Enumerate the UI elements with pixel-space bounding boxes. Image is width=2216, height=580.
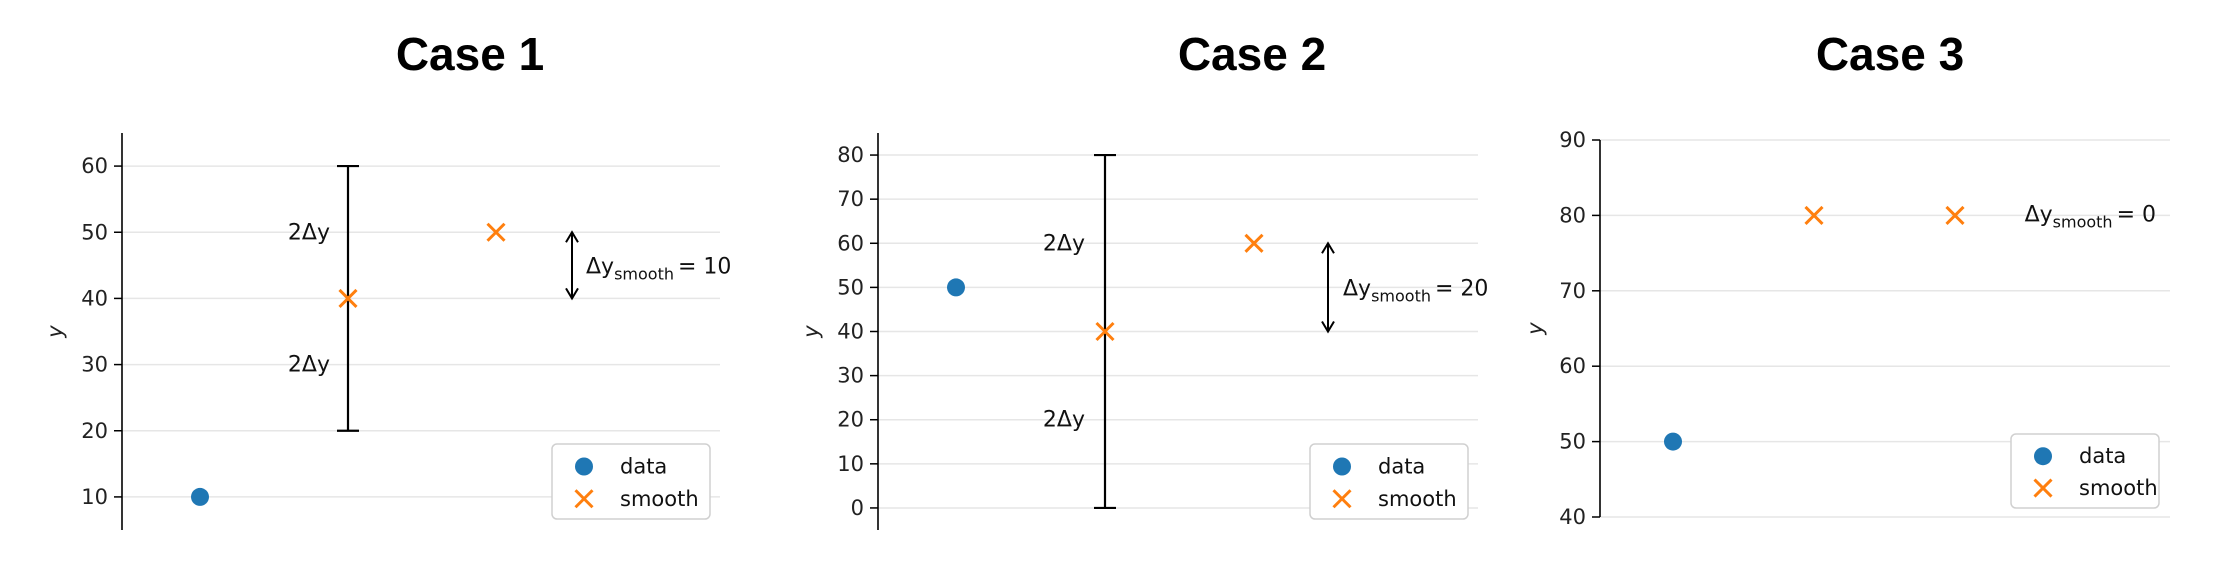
delta-arrow-head-bottom [565,287,579,301]
y-tick-label: 30 [837,364,864,388]
y-axis-label: y [43,325,67,339]
smooth-point [1945,205,1965,225]
errorbar-lower-label: 2Δy [1043,408,1085,433]
y-tick-label: 0 [851,496,864,520]
smooth-point [338,288,358,308]
legend: data smooth [551,443,711,520]
y-tick-label: 50 [81,220,108,244]
legend-label-smooth: smooth [2079,476,2158,500]
y-tick-label: 10 [81,485,108,509]
y-tick-label: 40 [837,320,864,344]
delta-label: Δysmooth = 10 [586,254,731,283]
delta-arrow-head-top [565,230,579,243]
subplot-2: Case 2 0 10 20 30 40 50 60 70 80 y 2Δy 2Δy Δysmooth = … [799,28,1488,530]
y-tick-label: 40 [81,286,108,310]
delta-label: Δysmooth = 0 [2025,202,2156,231]
y-tick-label: 20 [837,408,864,432]
delta-label: Δysmooth = 20 [1343,276,1488,305]
legend: data smooth [2010,433,2160,509]
errorbar-upper-label: 2Δy [1043,231,1085,256]
data-point [947,278,965,297]
errorbar-lower-label: 2Δy [288,353,330,378]
smooth-point-stroke [1804,205,1824,225]
y-tick-label: 70 [837,187,864,211]
y-tick-label: 70 [1559,279,1586,303]
delta-arrow-head-bottom [1321,320,1335,334]
legend: data smooth [1309,443,1469,520]
smooth-point [1095,321,1115,342]
smooth-point-stroke [338,288,358,308]
chart-title: Case 1 [396,28,544,80]
y-tick-label: 50 [1559,430,1586,454]
smooth-point [486,222,506,242]
delta-arrow-head-top [1321,241,1335,254]
legend-label-data: data [2079,444,2126,468]
y-tick-label: 80 [1559,203,1586,227]
smooth-point-stroke [1945,205,1965,225]
subplot-3: Case 3 40 50 60 70 80 90 y Δysmooth = 0 data smooth [1523,28,2170,529]
errorbar-upper-label: 2Δy [288,220,330,245]
y-axis-label: y [799,325,823,339]
chart-title: Case 2 [1178,28,1326,80]
legend-label-smooth: smooth [1378,487,1457,511]
data-point [1664,432,1682,451]
smooth-point-stroke [1244,233,1264,253]
y-tick-label: 50 [837,275,864,299]
y-tick-label: 60 [837,231,864,255]
smooth-point-stroke [486,222,506,242]
y-tick-label: 60 [1559,354,1586,378]
y-tick-label: 80 [837,143,864,167]
legend-marker-smooth [1332,489,1352,509]
legend-marker-data [575,457,593,476]
y-axis-label: y [1523,322,1547,336]
y-tick-label: 10 [837,452,864,476]
data-point [191,487,209,506]
legend-marker-data [2034,447,2052,466]
legend-label-data: data [1378,455,1425,479]
y-tick-label: 40 [1559,505,1586,529]
chart-title: Case 3 [1816,28,1964,80]
smooth-point-stroke [1095,321,1115,342]
legend-label-smooth: smooth [620,487,699,511]
smooth-point [1244,233,1264,253]
legend-label-data: data [620,455,667,479]
legend-marker-smooth [2033,478,2053,498]
y-tick-label: 20 [81,419,108,443]
legend-marker-smooth [574,489,594,509]
legend-marker-data [1333,457,1351,476]
y-tick-label: 30 [81,353,108,377]
subplot-1: Case 1 10 20 30 40 50 60 y 2Δy 2Δy Δysmooth = 10 dat… [43,28,731,530]
y-tick-label: 90 [1559,128,1586,152]
y-tick-label: 60 [81,154,108,178]
smooth-point [1804,205,1824,225]
